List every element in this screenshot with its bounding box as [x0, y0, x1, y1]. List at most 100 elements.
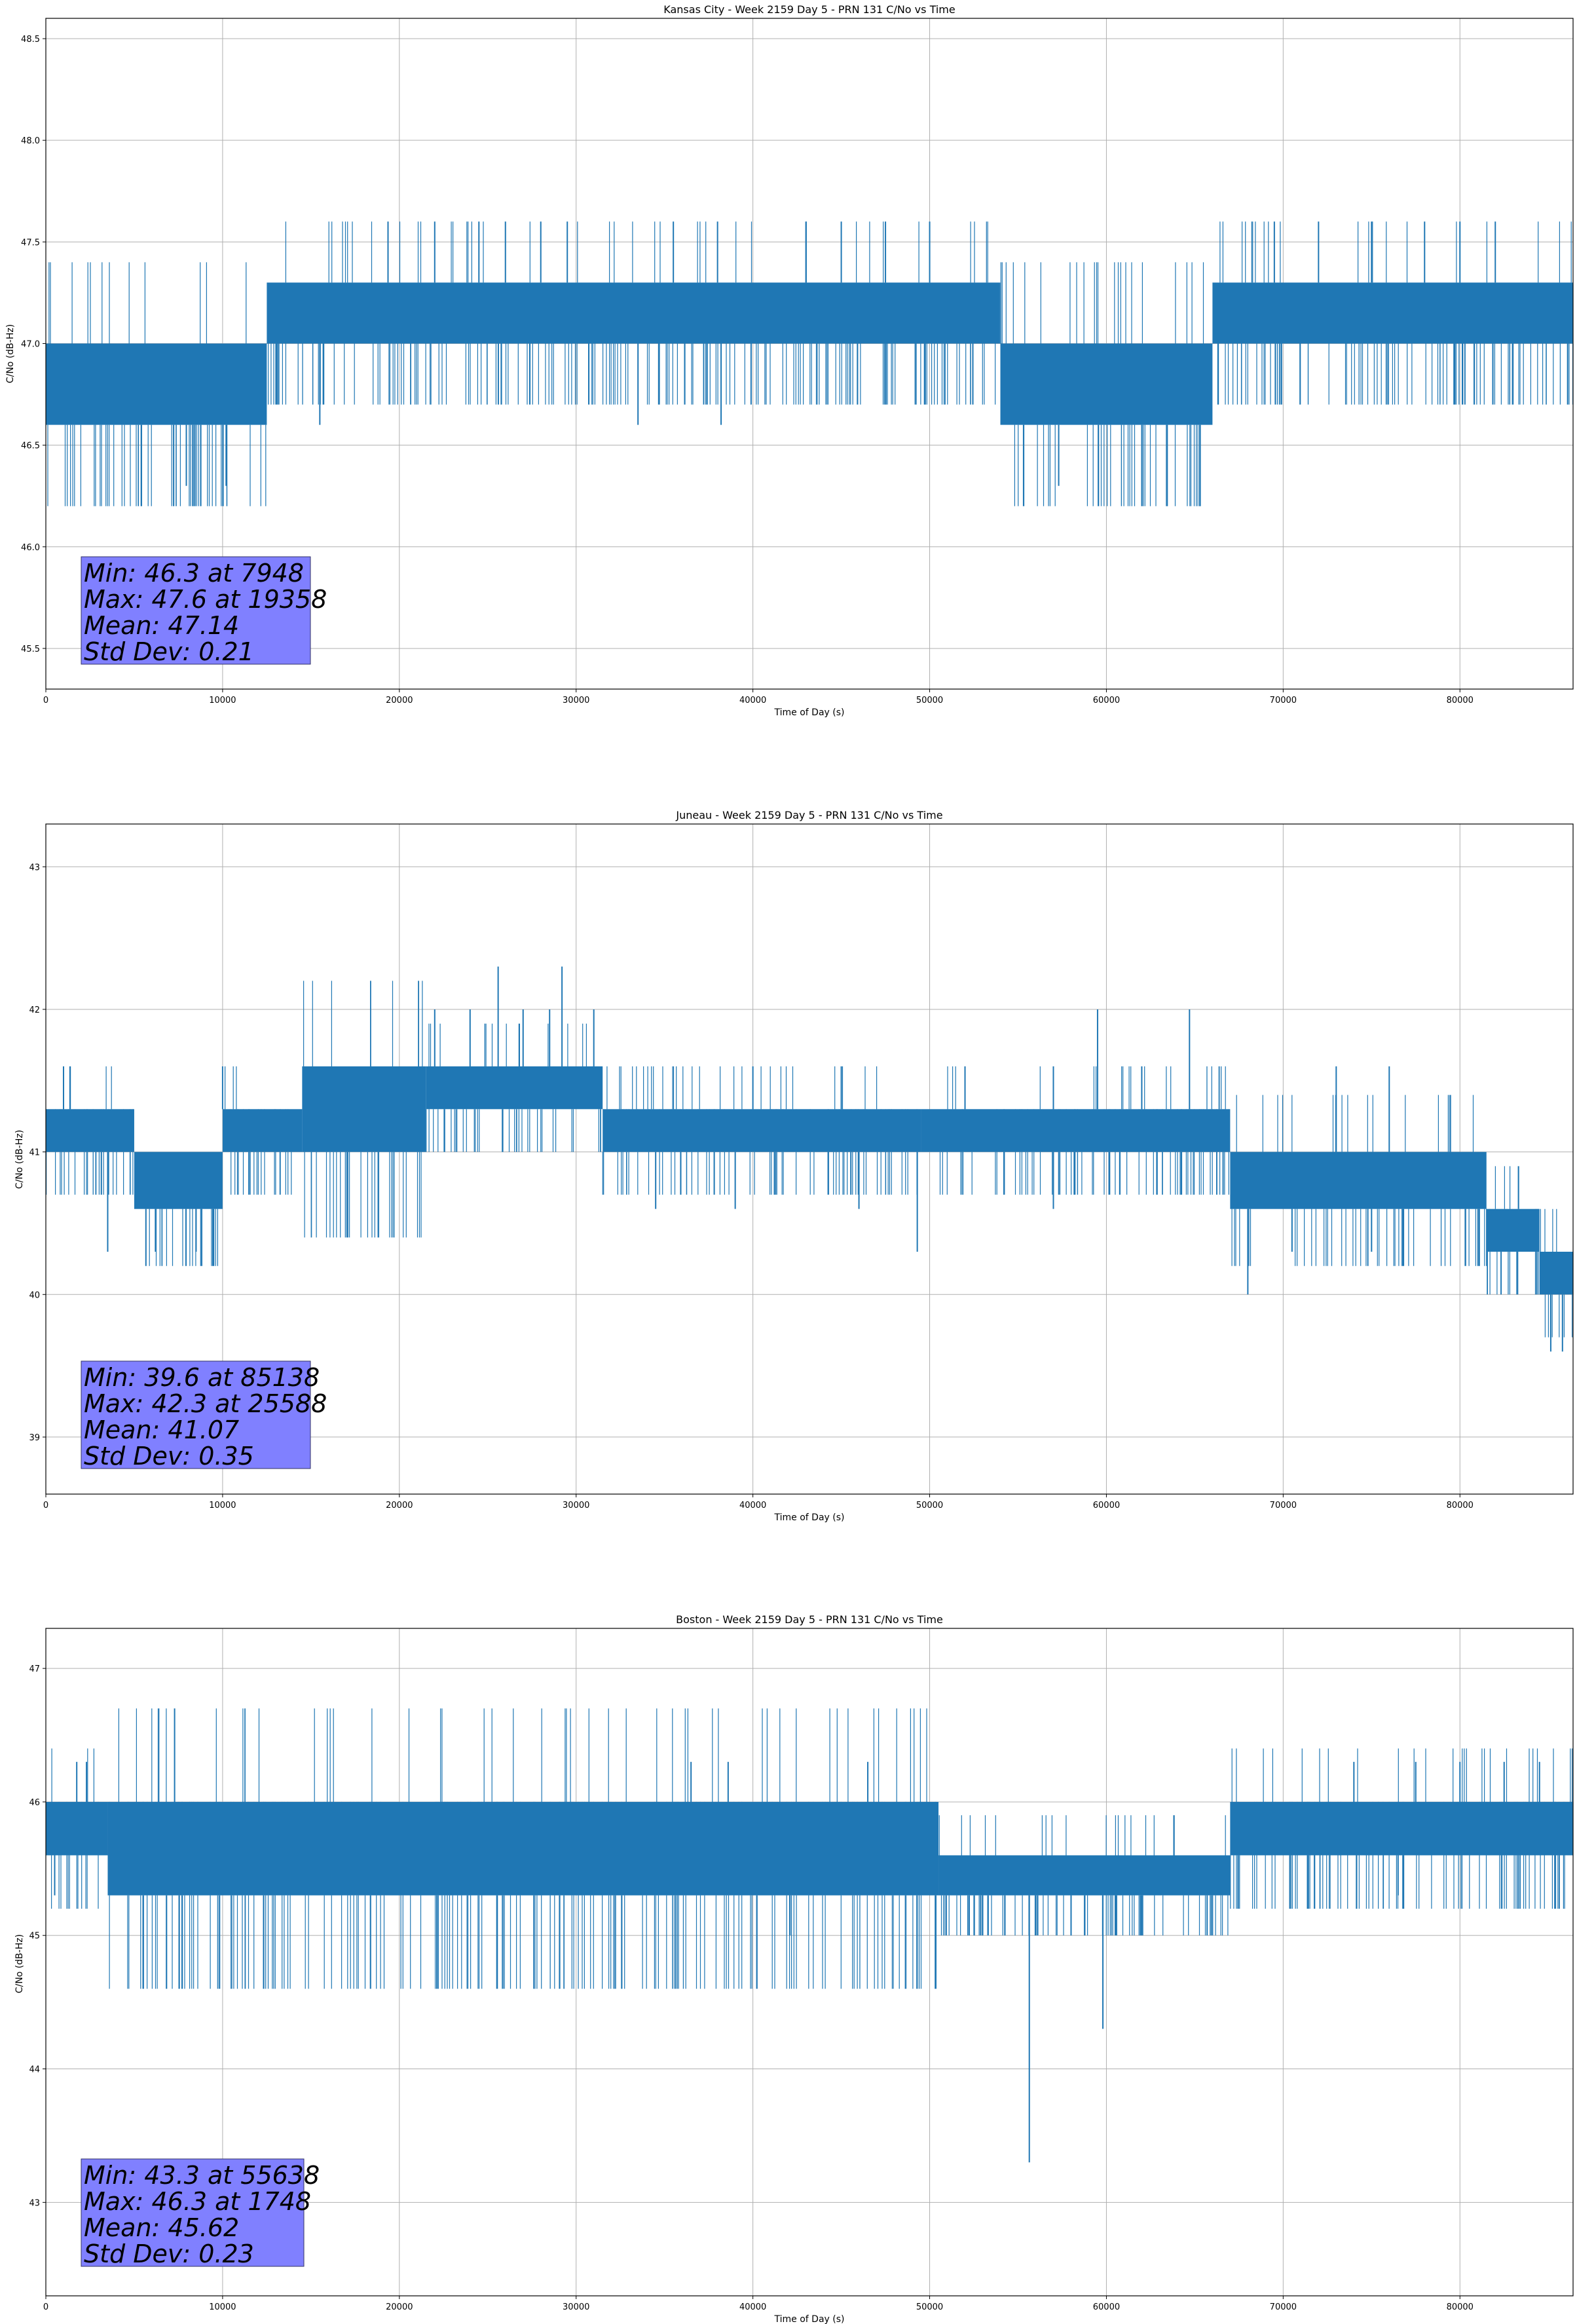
cno-data-noise	[1540, 1209, 1573, 1338]
x-tick-label: 0	[43, 1501, 48, 1510]
x-tick-label: 50000	[916, 696, 943, 705]
stats-std-dev: Std Dev: 0.23	[84, 2240, 254, 2268]
y-tick-label: 48.0	[21, 136, 40, 146]
cno-data-band	[267, 282, 1001, 344]
x-tick-label: 20000	[386, 696, 413, 705]
stats-max: Max: 47.6 at 19358	[84, 585, 327, 614]
cno-data-noise	[145, 1152, 218, 1266]
axes-frame	[45, 1628, 1574, 2296]
cno-data-noise	[1231, 1095, 1487, 1266]
x-axis-label: Time of Day (s)	[774, 2314, 845, 2324]
cno-data-band	[46, 1801, 108, 1856]
x-tick-label: 30000	[563, 696, 589, 705]
cno-data-noise	[602, 1066, 918, 1195]
y-tick-label: 45.5	[21, 645, 40, 654]
x-tick-label: 60000	[1093, 1501, 1120, 1510]
stats-std-dev: Std Dev: 0.21	[84, 637, 254, 666]
stats-max: Max: 42.3 at 25588	[84, 1389, 327, 1418]
cno-data-noise	[303, 981, 423, 1238]
cno-data-noise	[51, 1748, 99, 1909]
x-tick-label: 50000	[916, 1501, 943, 1510]
y-tick-label: 42	[29, 1005, 40, 1015]
x-tick-label: 70000	[1270, 696, 1297, 705]
x-tick-label: 40000	[739, 2302, 766, 2312]
x-tick-label: 80000	[1447, 2302, 1474, 2312]
cno-data-noise	[1217, 221, 1574, 405]
cno-data-band	[603, 1109, 921, 1152]
cno-data-noise	[939, 1066, 1229, 1195]
chart-title: Boston - Week 2159 Day 5 - PRN 131 C/No …	[676, 1613, 943, 1626]
stats-box-background	[81, 1360, 311, 1469]
chart-panel-boston: Boston - Week 2159 Day 5 - PRN 131 C/No …	[14, 1613, 1574, 2324]
cno-data-band	[1230, 1152, 1487, 1209]
cno-data-band	[921, 1109, 1231, 1152]
cno-data-noise	[268, 221, 996, 405]
x-tick-label: 60000	[1093, 696, 1120, 705]
cno-data-band	[426, 1066, 603, 1110]
y-tick-label: 47.0	[21, 339, 40, 349]
axes-frame	[45, 823, 1574, 1495]
stats-mean: Mean: 47.14	[84, 611, 239, 640]
x-tick-label: 30000	[563, 1501, 589, 1510]
chart-title: Juneau - Week 2159 Day 5 - PRN 131 C/No …	[675, 809, 942, 821]
x-tick-label: 10000	[209, 1501, 236, 1510]
y-tick-label: 41	[29, 1148, 40, 1158]
cno-data-noise	[109, 1708, 937, 1989]
y-tick-label: 46	[29, 1798, 40, 1808]
stats-mean: Mean: 41.07	[84, 1415, 239, 1444]
x-tick-label: 40000	[739, 1501, 766, 1510]
stats-std-dev: Std Dev: 0.35	[84, 1442, 254, 1471]
cno-data-noise	[1487, 1166, 1539, 1295]
chart-panel-juneau: Juneau - Week 2159 Day 5 - PRN 131 C/No …	[14, 809, 1574, 1523]
y-tick-label: 46.0	[21, 543, 40, 553]
x-tick-label: 0	[43, 2302, 48, 2312]
x-axis-label: Time of Day (s)	[774, 707, 845, 718]
stats-box-background	[81, 2158, 305, 2267]
plot-area: 0 10000 20000 30000 40000 50000 60000 70000 8000…	[29, 823, 1574, 1510]
cno-data-noise	[47, 262, 267, 506]
stats-box-background	[81, 556, 311, 665]
cno-data-noise	[46, 1066, 134, 1195]
cno-data-noise	[225, 1066, 292, 1195]
y-tick-label: 43	[29, 2198, 40, 2208]
x-tick-label: 80000	[1447, 1501, 1474, 1510]
cno-data-noise	[426, 1023, 601, 1152]
y-tick-label: 45	[29, 1932, 40, 1941]
x-tick-label: 30000	[563, 2302, 589, 2312]
y-tick-label: 46.5	[21, 441, 40, 451]
cno-data-band	[302, 1066, 426, 1152]
x-tick-label: 10000	[209, 696, 236, 705]
stats-max: Max: 46.3 at 1748	[84, 2187, 311, 2216]
y-tick-label: 47.5	[21, 238, 40, 248]
y-tick-label: 43	[29, 863, 40, 872]
chart-title: Kansas City - Week 2159 Day 5 - PRN 131 …	[663, 3, 955, 16]
x-tick-label: 40000	[739, 696, 766, 705]
x-tick-label: 70000	[1270, 1501, 1297, 1510]
chart-panel-kansas-city: Kansas City - Week 2159 Day 5 - PRN 131 …	[5, 3, 1574, 718]
x-tick-label: 20000	[386, 2302, 413, 2312]
plot-area: 0 10000 20000 30000 40000 50000 60000 70000 8000…	[21, 18, 1574, 705]
y-axis-label: C/No (dB-Hz)	[14, 1130, 25, 1189]
axes-frame	[45, 18, 1574, 690]
y-tick-label: 39	[29, 1433, 40, 1443]
cno-data-noise	[938, 1815, 1229, 1936]
cno-data-band	[1539, 1251, 1573, 1295]
cno-data-band	[1000, 343, 1213, 425]
stats-min: Min: 39.6 at 85138	[84, 1363, 320, 1392]
y-tick-label: 44	[29, 2065, 40, 2075]
cno-data-band	[46, 343, 267, 425]
cno-data-band	[1486, 1209, 1540, 1252]
stats-box: Min: 46.3 at 7948 Max: 47.6 at 19358 Mea…	[81, 556, 327, 666]
stats-box: Min: 39.6 at 85138 Max: 42.3 at 25588 Me…	[81, 1360, 327, 1471]
cno-data-band	[46, 1109, 134, 1152]
cno-data-band	[107, 1801, 939, 1896]
stats-min: Min: 43.3 at 55638	[84, 2161, 320, 2190]
y-axis-label: C/No (dB-Hz)	[14, 1934, 25, 1993]
y-tick-label: 40	[29, 1290, 40, 1300]
stats-box: Min: 43.3 at 55638 Max: 46.3 at 1748 Mea…	[81, 2158, 320, 2268]
cno-data-band	[938, 1855, 1231, 1896]
x-tick-label: 70000	[1270, 2302, 1297, 2312]
cno-data-band	[134, 1152, 223, 1209]
stats-min: Min: 46.3 at 7948	[84, 559, 304, 588]
